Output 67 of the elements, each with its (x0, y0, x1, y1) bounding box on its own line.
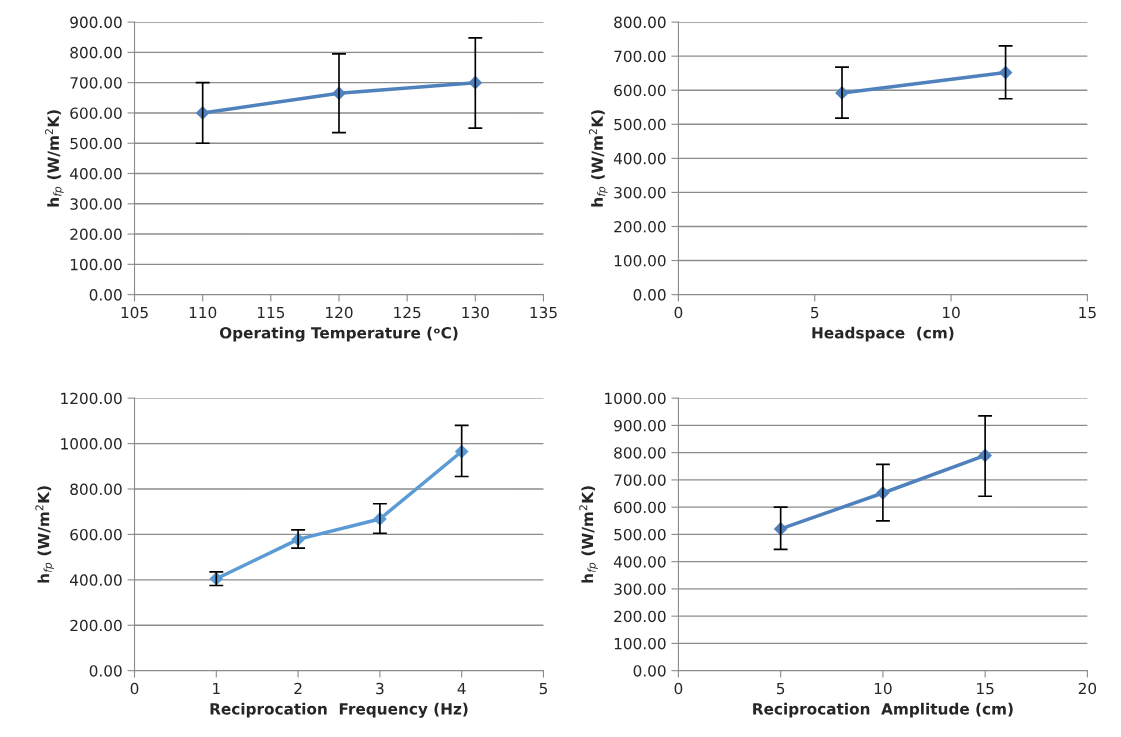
x-axis-title: Reciprocation Frequency (Hz) (210, 702, 468, 718)
y-tick-label: 700.00 (614, 50, 666, 63)
y-tick-label: 300.00 (614, 186, 666, 199)
y-tick-label: 300.00 (70, 198, 122, 210)
y-tick-label: 800.00 (70, 46, 122, 59)
x-axis-title: Operating Temperature (ᵒC) (219, 326, 458, 342)
x-tick-label: 20 (1078, 682, 1097, 695)
x-tick-label: 125 (394, 306, 421, 319)
y-tick-label: 200.00 (614, 610, 666, 623)
x-tick-label: 4 (457, 682, 466, 695)
y-tick-label: 300.00 (614, 583, 666, 595)
x-tick-label: 120 (326, 306, 353, 319)
x-tick-label: 5 (811, 306, 819, 319)
y-tick-label: 400.00 (613, 556, 666, 568)
x-tick-label: 5 (539, 682, 547, 695)
y-tick-label: 600.00 (70, 107, 122, 119)
y-tick-label: 0.00 (89, 665, 122, 677)
x-axis-title: Headspace (cm) (812, 326, 954, 342)
x-tick-label: 3 (376, 682, 384, 695)
y-axis-title: h$_{fp}$ (W/m$^{2}$K) (579, 486, 598, 583)
x-tick-label: 135 (530, 306, 557, 319)
y-tick-label: 200.00 (614, 220, 666, 233)
x-tick-label: 5 (776, 682, 785, 695)
y-tick-label: 0.00 (633, 289, 666, 301)
x-tick-label: 15 (977, 682, 994, 695)
y-axis-title: h$_{fp}$ (W/m$^{2}$K) (588, 110, 608, 207)
y-tick-label: 700.00 (70, 77, 122, 89)
x-tick-label: 0 (674, 306, 683, 319)
y-tick-label: 100.00 (614, 255, 666, 267)
y-tick-label: 400.00 (70, 167, 122, 180)
x-tick-label: 0 (130, 682, 139, 695)
y-tick-label: 200.00 (70, 619, 122, 632)
y-tick-label: 400.00 (613, 152, 666, 165)
y-tick-label: 1000.00 (61, 438, 122, 450)
y-tick-label: 0.00 (633, 665, 666, 677)
y-tick-label: 700.00 (614, 474, 666, 486)
y-tick-label: 0.00 (89, 289, 122, 301)
x-tick-label: 110 (189, 306, 217, 319)
x-tick-label: 105 (121, 306, 148, 319)
x-tick-label: 0 (674, 682, 683, 695)
y-tick-label: 600.00 (614, 501, 666, 514)
x-tick-label: 115 (257, 306, 285, 319)
y-tick-label: 800.00 (70, 483, 122, 496)
y-tick-label: 600.00 (70, 528, 122, 541)
y-tick-label: 200.00 (70, 228, 122, 241)
x-tick-label: 130 (462, 306, 489, 319)
y-tick-label: 900.00 (614, 419, 666, 432)
y-axis-title: h$_{fp}$ (W/m$^{2}$K) (45, 110, 64, 207)
y-tick-label: 100.00 (614, 637, 666, 650)
y-tick-label: 500.00 (614, 118, 666, 131)
x-tick-label: 10 (943, 306, 960, 319)
x-axis-title: Reciprocation Amplitude (cm) (753, 702, 1013, 718)
y-tick-label: 800.00 (614, 16, 666, 29)
x-tick-label: 1 (213, 682, 220, 695)
y-tick-label: 1200.00 (61, 392, 122, 405)
y-tick-label: 100.00 (70, 258, 122, 271)
y-tick-label: 1000.00 (605, 392, 666, 405)
y-axis-title: h$_{fp}$ (W/m$^{2}$K) (35, 486, 54, 583)
y-tick-label: 600.00 (614, 84, 666, 97)
x-tick-label: 2 (294, 682, 302, 695)
y-tick-label: 900.00 (70, 16, 122, 29)
x-tick-label: 10 (874, 682, 892, 695)
y-tick-label: 400.00 (70, 574, 122, 586)
x-tick-label: 15 (1079, 306, 1096, 319)
y-tick-label: 800.00 (614, 447, 666, 459)
y-tick-label: 500.00 (70, 137, 122, 150)
y-tick-label: 500.00 (614, 528, 666, 541)
